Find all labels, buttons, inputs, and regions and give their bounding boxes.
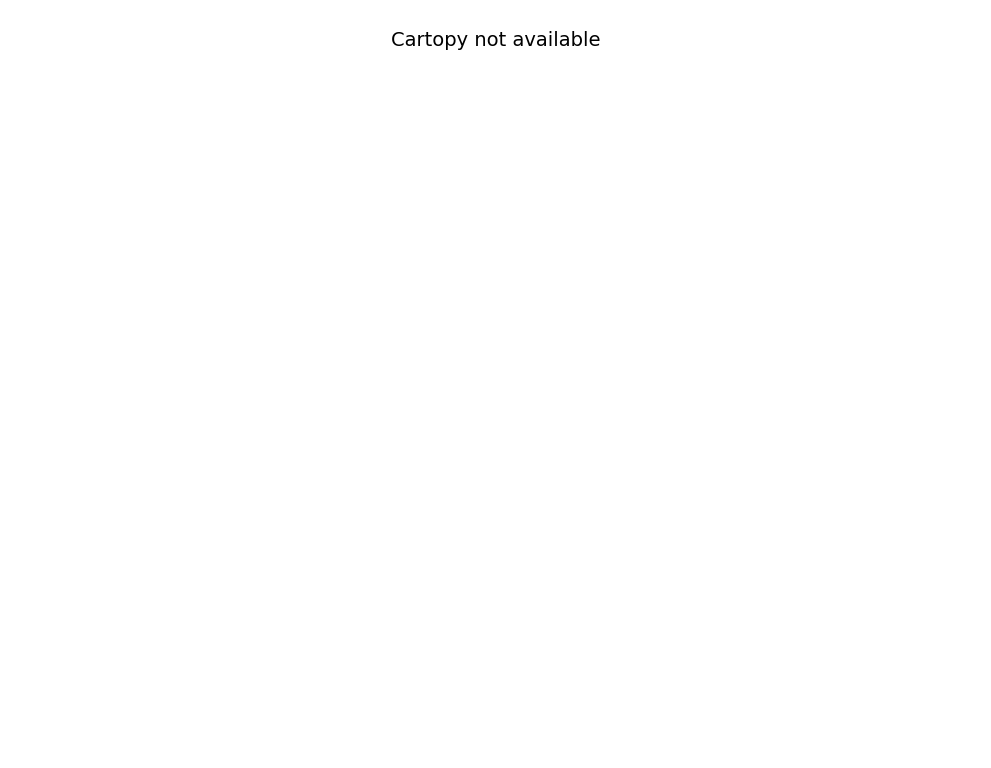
Text: Cartopy not available: Cartopy not available (390, 31, 601, 50)
